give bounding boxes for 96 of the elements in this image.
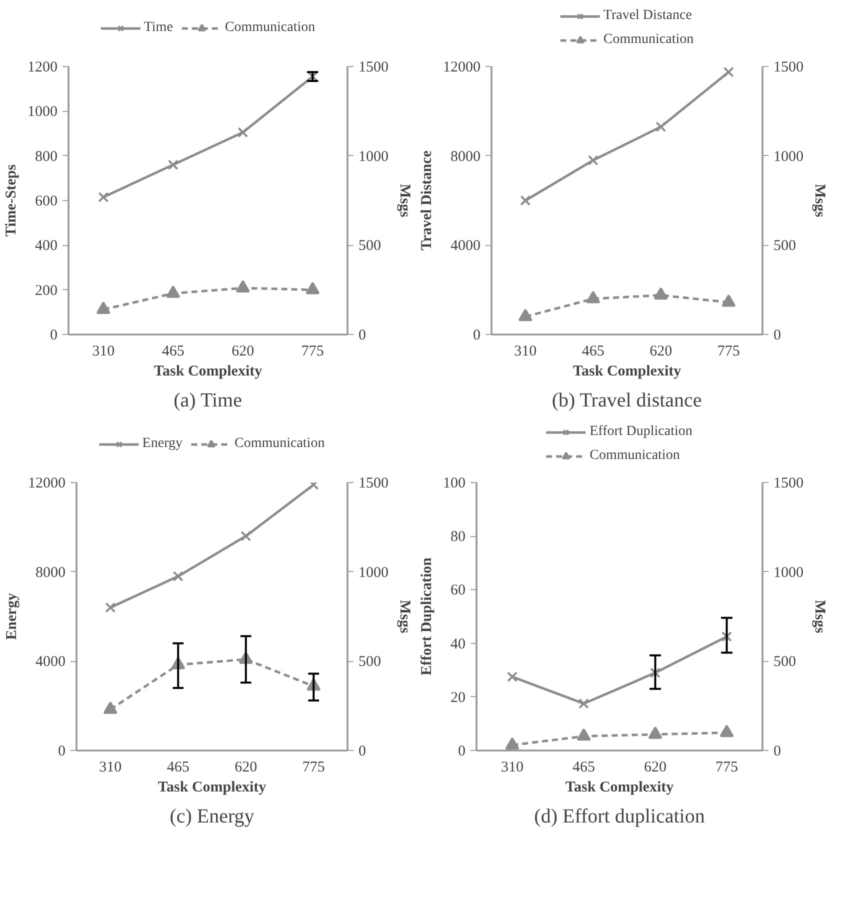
text: (b) Travel distance — [552, 390, 702, 412]
point — [520, 195, 531, 206]
y2-tick-label: 500 — [774, 238, 796, 254]
x-axis-title: Task Complexity — [158, 780, 267, 796]
y2-tick-label: 1000 — [358, 564, 388, 581]
x-tick-label: 465 — [166, 760, 190, 776]
point — [172, 571, 184, 582]
y-tick-label: 12000 — [28, 476, 66, 492]
x-tick-label: 620 — [650, 344, 672, 360]
y-tick-label: 12000 — [443, 60, 480, 76]
point — [96, 302, 110, 314]
y-axis-title: Energy — [4, 592, 20, 640]
y2-tick-label: 1000 — [774, 148, 804, 165]
point — [98, 192, 109, 202]
y2-tick-label: 1000 — [358, 148, 388, 165]
x-tick-label: 310 — [92, 344, 115, 360]
y2-axis-title: Msgs — [812, 184, 828, 218]
y2-axis-title: Msgs — [396, 600, 412, 634]
y2-tick-label: 0 — [358, 328, 366, 344]
y-tick-label: 0 — [58, 744, 66, 760]
x-tick-label: 310 — [501, 760, 524, 776]
y-tick-label: 1200 — [28, 60, 58, 76]
y-tick-label: 80 — [450, 529, 466, 546]
text: (d) Effort duplication — [534, 806, 705, 828]
y2-tick-label: 0 — [774, 744, 781, 760]
point — [238, 127, 248, 138]
point — [507, 672, 518, 682]
x-tick-label: 775 — [716, 760, 738, 776]
x-tick-label: 775 — [302, 760, 325, 776]
y-tick-label: 4000 — [450, 238, 480, 254]
point — [168, 160, 178, 170]
y-tick-label: 600 — [35, 194, 58, 210]
point — [166, 285, 180, 298]
point — [722, 631, 732, 642]
y2-tick-label: 0 — [358, 744, 366, 760]
y2-tick-label: 1500 — [358, 476, 388, 492]
y2-axis-title: Msgs — [812, 600, 828, 634]
y-tick-label: 400 — [35, 238, 58, 254]
y-tick-label: 40 — [450, 636, 466, 652]
point — [105, 602, 116, 613]
y2-tick-label: 1500 — [358, 60, 388, 76]
point — [588, 155, 598, 166]
y-tick-label: 60 — [450, 582, 466, 599]
point — [650, 668, 660, 678]
legend-label: Communication — [234, 436, 325, 452]
x-tick-label: 465 — [582, 344, 604, 360]
y-tick-label: 1000 — [28, 104, 58, 120]
y2-tick-label: 1000 — [774, 564, 804, 581]
y-tick-label: 8000 — [36, 564, 66, 581]
x-tick-label: 465 — [572, 760, 595, 776]
x-tick-label: 620 — [232, 344, 254, 360]
legend-label: Communication — [224, 20, 316, 36]
y-tick-label: 8000 — [450, 148, 480, 165]
x-tick-label: 310 — [514, 344, 537, 360]
y2-axis-title: Msgs — [396, 184, 412, 218]
y-tick-label: 20 — [450, 690, 466, 706]
x-axis-title: Task Complexity — [154, 364, 263, 380]
y-tick-label: 0 — [473, 328, 480, 344]
y2-tick-label: 1500 — [774, 60, 804, 76]
point — [103, 701, 118, 714]
point — [656, 122, 666, 132]
y-tick-label: 800 — [35, 148, 58, 165]
x-axis-title: Task Complexity — [572, 364, 682, 380]
legend-label: Effort Duplication — [590, 424, 692, 440]
y-axis-title: Effort Duplication — [419, 556, 435, 676]
text: (a) Time — [174, 390, 242, 412]
x-tick-label: 465 — [162, 344, 184, 360]
legend-label: Time — [144, 20, 173, 36]
point — [723, 66, 734, 78]
x-tick-label: 775 — [717, 344, 740, 360]
text: (c) Energy — [170, 806, 254, 828]
y2-tick-label: 500 — [774, 654, 796, 670]
y2-tick-label: 1500 — [774, 476, 804, 492]
y2-tick-label: 0 — [774, 328, 781, 344]
point — [240, 530, 252, 542]
x-tick-label: 310 — [99, 760, 122, 776]
legend-label: Communication — [590, 448, 680, 464]
y-tick-label: 100 — [443, 476, 466, 492]
x-tick-label: 620 — [234, 760, 258, 776]
x-axis-title: Task Complexity — [565, 780, 674, 796]
x-tick-label: 620 — [644, 760, 666, 776]
legend-label: Energy — [142, 436, 182, 452]
x-tick-label: 775 — [301, 344, 324, 360]
y-tick-label: 4000 — [36, 654, 66, 670]
y-tick-label: 0 — [458, 744, 466, 760]
y-tick-label: 200 — [35, 282, 58, 299]
y-axis-title: Time-Steps — [4, 164, 20, 237]
y-axis-title: Travel Distance — [419, 150, 435, 251]
point — [578, 698, 589, 709]
y2-tick-label: 500 — [358, 654, 381, 670]
y-tick-label: 0 — [50, 328, 58, 344]
legend-label: Travel Distance — [603, 8, 692, 24]
legend-label: Communication — [603, 32, 694, 48]
point — [236, 280, 250, 293]
point — [306, 282, 320, 294]
y2-tick-label: 500 — [358, 238, 381, 254]
